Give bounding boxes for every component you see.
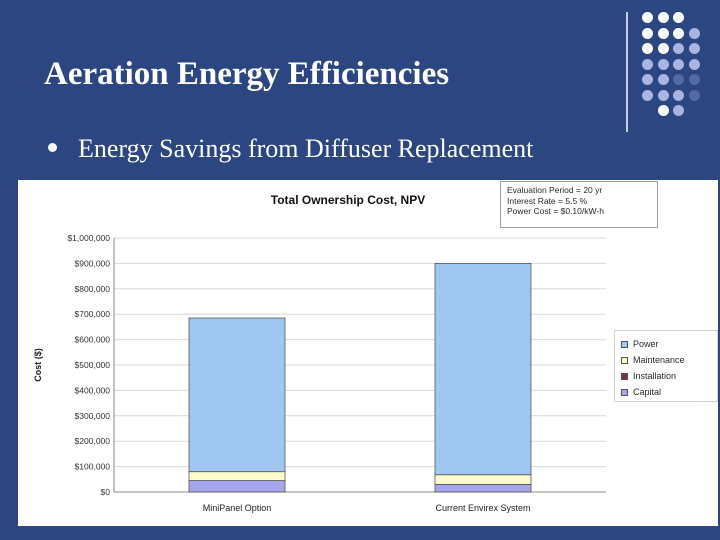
decorative-dot xyxy=(688,74,700,85)
decorative-dot xyxy=(657,89,669,101)
y-tick-label: $900,000 xyxy=(75,258,111,268)
legend-label: Power xyxy=(633,339,659,349)
decorative-dot xyxy=(688,43,700,54)
decorative-dot xyxy=(673,58,684,70)
legend-label: Maintenance xyxy=(633,355,685,365)
decorative-dot xyxy=(673,105,684,116)
decorative-dot xyxy=(657,74,669,85)
legend-swatch xyxy=(621,388,628,396)
decorative-dot xyxy=(673,89,684,101)
chart-title: Total Ownership Cost, NPV xyxy=(271,193,425,207)
y-tick-label: $600,000 xyxy=(75,335,111,345)
x-tick-label: MiniPanel Option xyxy=(203,503,272,513)
decorative-divider xyxy=(626,12,628,132)
x-tick-label: Current Envirex System xyxy=(435,503,530,513)
parameters-box: Evaluation Period = 20 yr Interest Rate … xyxy=(500,181,658,228)
decorative-dot xyxy=(642,89,653,101)
decorative-dot xyxy=(657,105,669,116)
param-line: Interest Rate = 5.5 % xyxy=(507,195,588,206)
legend-label: Installation xyxy=(633,371,677,381)
param-line: Power Cost = $0.10/kW-h xyxy=(507,206,604,216)
decorative-dot xyxy=(673,43,684,54)
chart-svg: Total Ownership Cost, NPV $0 $100,000 $200,… xyxy=(33,193,606,513)
decorative-dot xyxy=(657,43,669,54)
legend-item-power: Power xyxy=(621,336,711,352)
legend-swatch xyxy=(621,340,628,348)
decorative-dot xyxy=(642,74,653,85)
y-tick-label: $800,000 xyxy=(75,284,111,294)
bar-segment-power xyxy=(434,263,532,476)
decorative-dot xyxy=(673,74,684,85)
decorative-dot xyxy=(673,27,684,39)
legend-item-capital: Capital xyxy=(621,384,711,400)
bar-segment-capital xyxy=(434,483,532,493)
y-tick-label: $700,000 xyxy=(75,309,111,319)
slide-title: Aeration Energy Efficiencies xyxy=(44,56,450,92)
bar-segment-capital xyxy=(188,480,286,493)
legend-item-installation: Installation xyxy=(621,368,711,384)
y-tick-label: $300,000 xyxy=(75,411,111,421)
bar-segment-maintenance xyxy=(434,474,532,485)
y-axis-label: Cost ($) xyxy=(33,348,43,382)
bar-segment-power xyxy=(188,317,286,473)
legend-swatch xyxy=(621,372,628,380)
decorative-dot xyxy=(657,27,669,39)
decorative-dot xyxy=(657,12,669,23)
legend-item-maintenance: Maintenance xyxy=(621,352,711,368)
y-tick-label: $1,000,000 xyxy=(67,233,110,243)
legend-swatch xyxy=(621,356,628,364)
y-tick-label: $100,000 xyxy=(75,462,111,472)
y-tick-label: $0 xyxy=(101,487,111,497)
decorative-dot xyxy=(673,12,684,23)
decorative-dot xyxy=(642,12,653,23)
chart-legend: Power Maintenance Installation Capital xyxy=(614,330,718,402)
y-tick-label: $200,000 xyxy=(75,436,111,446)
y-tick-label: $500,000 xyxy=(75,360,111,370)
decorative-dot xyxy=(642,27,653,39)
decorative-dot xyxy=(657,58,669,70)
bullet-dot-icon xyxy=(48,143,57,152)
chart-panel: Total Ownership Cost, NPV $0 $100,000 $200,… xyxy=(18,180,718,526)
bar-segment-maintenance xyxy=(188,471,286,481)
decorative-dot xyxy=(642,58,653,70)
y-tick-label: $400,000 xyxy=(75,385,111,395)
decorative-dot xyxy=(688,89,700,101)
bullet-text: Energy Savings from Diffuser Replacement xyxy=(78,134,534,163)
decorative-dot xyxy=(688,58,700,70)
param-line: Evaluation Period = 20 yr xyxy=(507,185,603,195)
legend-label: Capital xyxy=(633,387,662,397)
decorative-dot xyxy=(642,43,653,54)
decorative-dot xyxy=(688,27,700,39)
